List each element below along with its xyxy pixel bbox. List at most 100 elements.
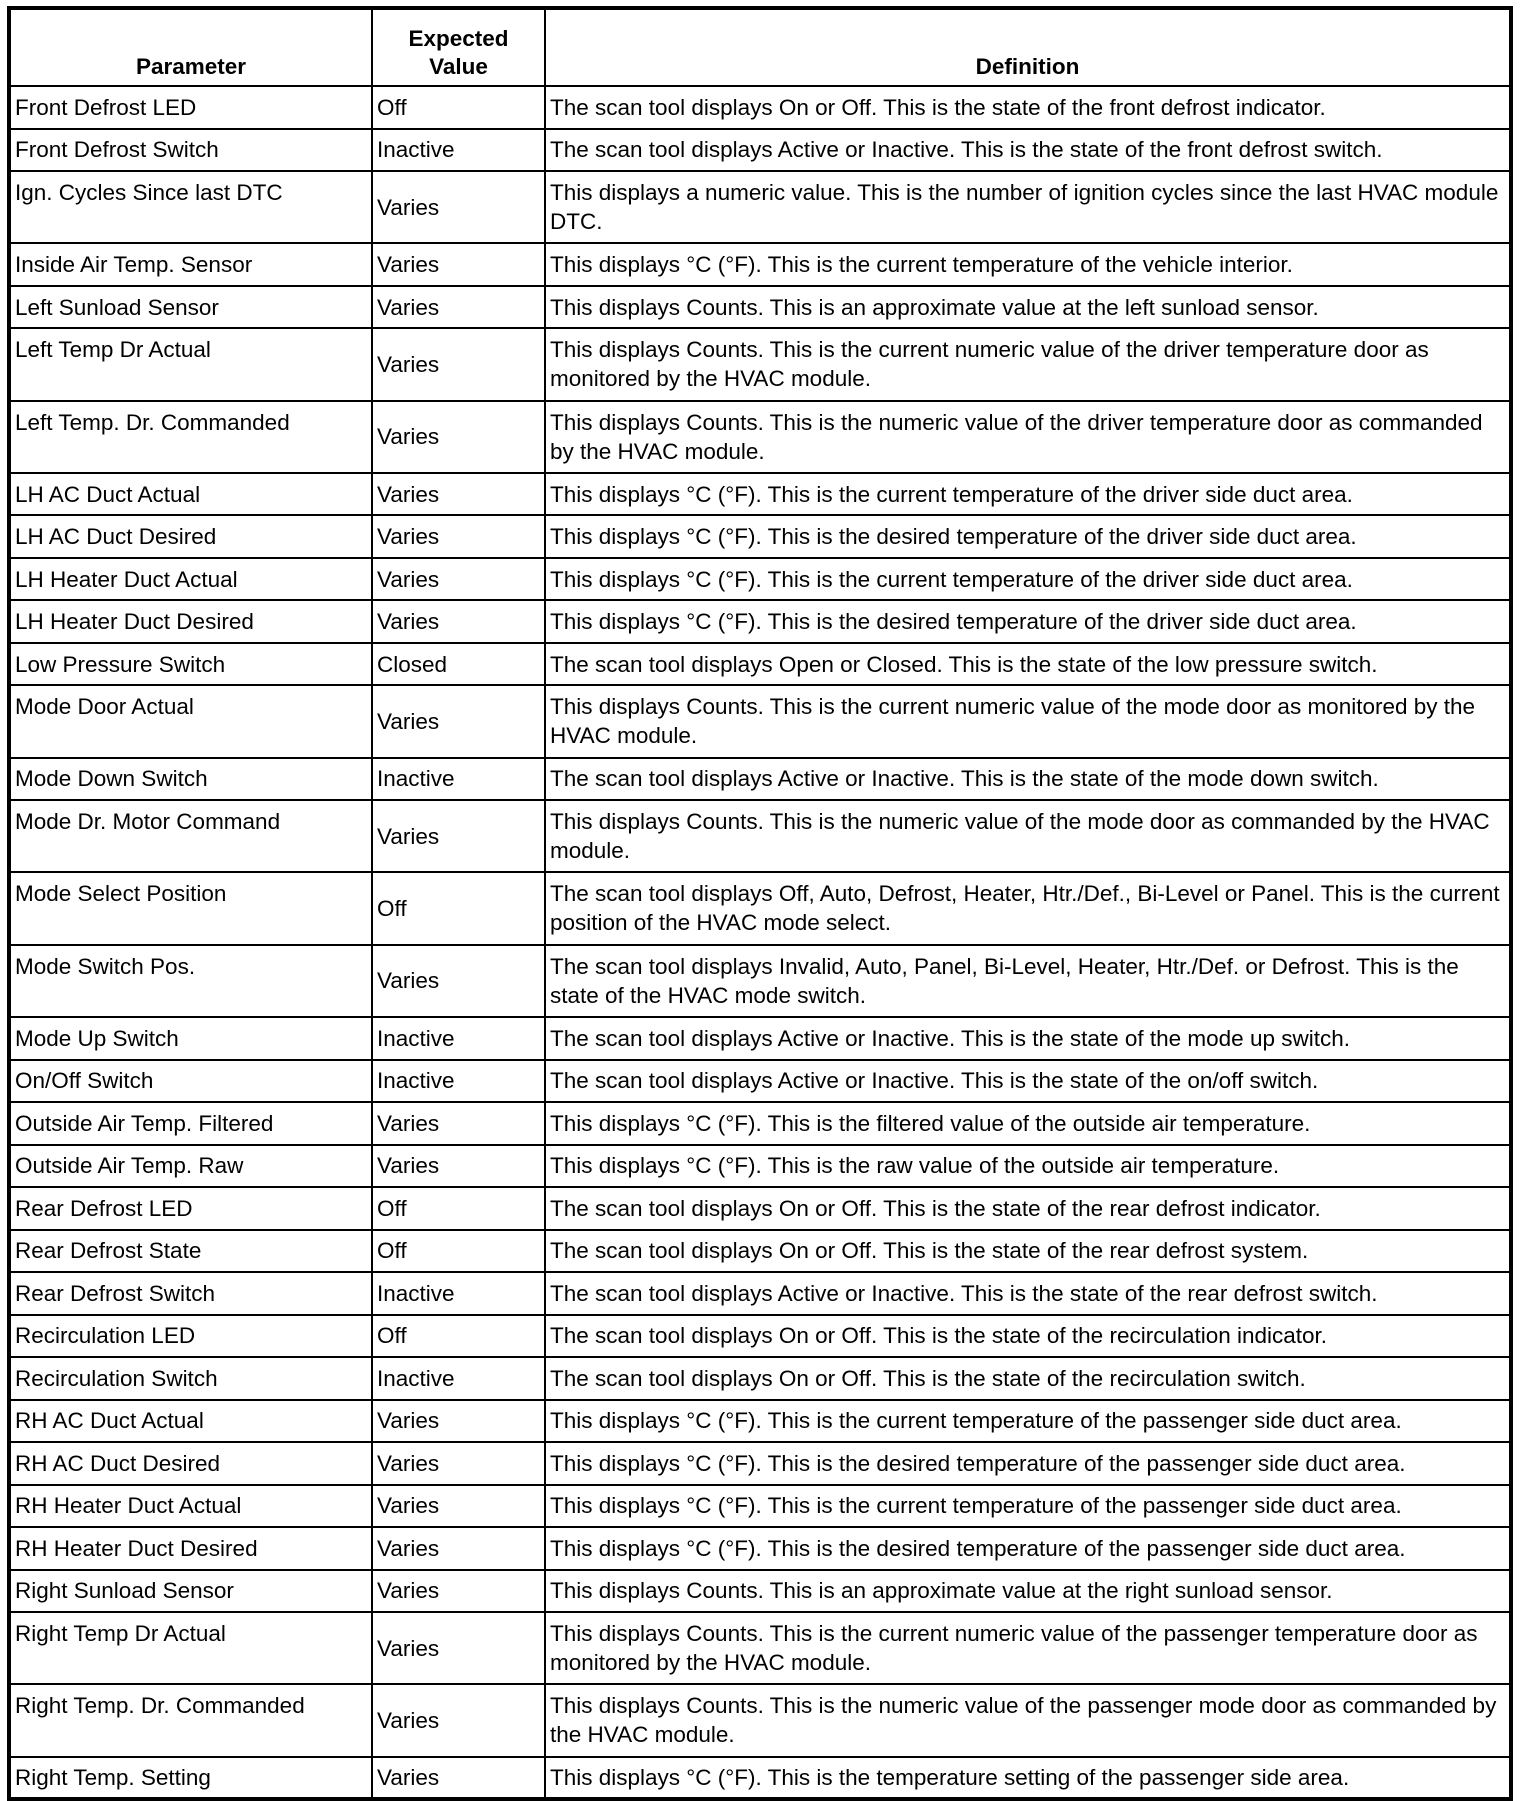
definition-cell: The scan tool displays On or Off. This i…	[544, 85, 1512, 130]
parameter-cell: Low Pressure Switch	[8, 641, 373, 687]
definition-cell: This displays °C (°F). This is the curre…	[544, 1398, 1512, 1444]
definition-cell: This displays Counts. This is the numeri…	[544, 799, 1512, 874]
parameter-cell: Mode Select Position	[8, 871, 373, 946]
table-row: RH AC Duct Actual Varies This displays °C …	[8, 1398, 1512, 1444]
expected-value-cell: Varies	[371, 1611, 546, 1686]
definition-cell: This displays Counts. This is the numeri…	[544, 1683, 1512, 1758]
definition-cell: This displays Counts. This is the curren…	[544, 1611, 1512, 1686]
expected-value-cell: Varies	[371, 1755, 546, 1801]
table-row: Left Temp Dr Actual Varies This displays C…	[8, 327, 1512, 402]
table-row: Front Defrost LED Off The scan tool displa…	[8, 85, 1512, 130]
definition-cell: This displays Counts. This is the curren…	[544, 684, 1512, 759]
expected-value-cell: Varies	[371, 1526, 546, 1571]
parameter-cell: RH Heater Duct Desired	[8, 1526, 373, 1571]
expected-value-cell: Varies	[371, 284, 546, 330]
table-row: Front Defrost Switch Inactive The scan too…	[8, 127, 1512, 172]
definition-cell: This displays °C (°F). This is the curre…	[544, 471, 1512, 517]
expected-value-cell: Off	[371, 1186, 546, 1231]
definition-cell: This displays °C (°F). This is the curre…	[544, 556, 1512, 602]
definition-cell: The scan tool displays On or Off. This i…	[544, 1313, 1512, 1359]
parameter-cell: Recirculation Switch	[8, 1356, 373, 1401]
definition-cell: This displays Counts. This is an approxi…	[544, 284, 1512, 330]
parameter-cell: Front Defrost Switch	[8, 127, 373, 172]
table-row: Recirculation LED Off The scan tool displa…	[8, 1313, 1512, 1359]
table-row: On/Off Switch Inactive The scan tool displ…	[8, 1058, 1512, 1104]
parameter-cell: Rear Defrost State	[8, 1228, 373, 1274]
table-row: LH AC Duct Actual Varies This displays °C …	[8, 471, 1512, 517]
expected-value-cell: Varies	[371, 242, 546, 287]
definition-cell: This displays °C (°F). This is the tempe…	[544, 1755, 1512, 1801]
definition-cell: The scan tool displays On or Off. This i…	[544, 1356, 1512, 1401]
table-row: Rear Defrost Switch Inactive The scan tool…	[8, 1271, 1512, 1316]
table-row: Mode Select Position Off The scan tool dis…	[8, 871, 1512, 946]
expected-value-cell: Varies	[371, 1143, 546, 1189]
parameter-cell: RH AC Duct Desired	[8, 1441, 373, 1486]
expected-value-cell: Inactive	[371, 1016, 546, 1061]
table-row: Mode Down Switch Inactive The scan tool di…	[8, 756, 1512, 802]
expected-value-cell: Varies	[371, 684, 546, 759]
definition-cell: This displays Counts. This is the numeri…	[544, 399, 1512, 474]
parameter-cell: Ign. Cycles Since last DTC	[8, 169, 373, 245]
table-row: Recirculation Switch Inactive The scan too…	[8, 1356, 1512, 1401]
header-row: Parameter Expected Value Definition	[8, 7, 1512, 87]
parameter-cell: RH AC Duct Actual	[8, 1398, 373, 1444]
parameter-cell: Rear Defrost Switch	[8, 1271, 373, 1316]
parameter-cell: Mode Door Actual	[8, 684, 373, 759]
definition-cell: The scan tool displays Active or Inactiv…	[544, 1058, 1512, 1104]
table-row: Mode Switch Pos. Varies The scan tool disp…	[8, 943, 1512, 1019]
definition-cell: The scan tool displays Active or Inactiv…	[544, 127, 1512, 172]
definition-cell: The scan tool displays Active or Inactiv…	[544, 756, 1512, 802]
expected-value-cell: Varies	[371, 599, 546, 644]
table-row: Left Temp. Dr. Commanded Varies This displ…	[8, 399, 1512, 474]
table-row: Right Temp. Setting Varies This displays °…	[8, 1755, 1512, 1801]
expected-value-cell: Off	[371, 85, 546, 130]
expected-value-cell: Varies	[371, 169, 546, 245]
definition-cell: This displays °C (°F). This is the raw v…	[544, 1143, 1512, 1189]
parameter-cell: Mode Up Switch	[8, 1016, 373, 1061]
expected-value-cell: Varies	[371, 1683, 546, 1758]
parameter-cell: Left Sunload Sensor	[8, 284, 373, 330]
definition-cell: The scan tool displays Off, Auto, Defros…	[544, 871, 1512, 946]
parameter-table: Parameter Expected Value Definition Fron…	[7, 6, 1513, 1801]
parameter-cell: Mode Dr. Motor Command	[8, 799, 373, 874]
parameter-cell: RH Heater Duct Actual	[8, 1483, 373, 1529]
definition-cell: The scan tool displays Active or Inactiv…	[544, 1016, 1512, 1061]
parameter-cell: Outside Air Temp. Raw	[8, 1143, 373, 1189]
expected-value-cell: Closed	[371, 641, 546, 687]
expected-value-cell: Varies	[371, 1441, 546, 1486]
definition-cell: This displays °C (°F). This is the curre…	[544, 242, 1512, 287]
table-row: Mode Dr. Motor Command Varies This display…	[8, 799, 1512, 874]
expected-value-cell: Varies	[371, 1483, 546, 1529]
expected-value-cell: Inactive	[371, 1058, 546, 1104]
table-row: Outside Air Temp. Filtered Varies This dis…	[8, 1101, 1512, 1146]
definition-cell: This displays °C (°F). This is the desir…	[544, 599, 1512, 644]
definition-cell: The scan tool displays Active or Inactiv…	[544, 1271, 1512, 1316]
table-row: Ign. Cycles Since last DTC Varies This dis…	[8, 169, 1512, 245]
expected-value-cell: Inactive	[371, 756, 546, 802]
parameter-cell: Rear Defrost LED	[8, 1186, 373, 1231]
expected-value-cell: Inactive	[371, 1271, 546, 1316]
parameter-cell: Right Temp. Setting	[8, 1755, 373, 1801]
table-row: Mode Up Switch Inactive The scan tool disp…	[8, 1016, 1512, 1061]
header-parameter: Parameter	[8, 7, 373, 87]
table-row: RH AC Duct Desired Varies This displays °C…	[8, 1441, 1512, 1486]
expected-value-cell: Varies	[371, 514, 546, 559]
definition-cell: This displays Counts. This is an approxi…	[544, 1568, 1512, 1614]
parameter-cell: Right Temp Dr Actual	[8, 1611, 373, 1686]
definition-cell: The scan tool displays On or Off. This i…	[544, 1228, 1512, 1274]
expected-value-cell: Inactive	[371, 1356, 546, 1401]
parameter-cell: Left Temp. Dr. Commanded	[8, 399, 373, 474]
expected-value-cell: Varies	[371, 556, 546, 602]
parameter-cell: LH AC Duct Actual	[8, 471, 373, 517]
definition-cell: The scan tool displays Invalid, Auto, Pa…	[544, 943, 1512, 1019]
parameter-cell: Recirculation LED	[8, 1313, 373, 1359]
parameter-cell: Left Temp Dr Actual	[8, 327, 373, 402]
table-row: RH Heater Duct Actual Varies This displays…	[8, 1483, 1512, 1529]
expected-value-cell: Off	[371, 1313, 546, 1359]
expected-value-cell: Varies	[371, 1101, 546, 1146]
parameter-cell: LH Heater Duct Actual	[8, 556, 373, 602]
expected-value-cell: Varies	[371, 399, 546, 474]
parameter-cell: Right Temp. Dr. Commanded	[8, 1683, 373, 1758]
definition-cell: This displays °C (°F). This is the curre…	[544, 1483, 1512, 1529]
parameter-cell: Mode Switch Pos.	[8, 943, 373, 1019]
